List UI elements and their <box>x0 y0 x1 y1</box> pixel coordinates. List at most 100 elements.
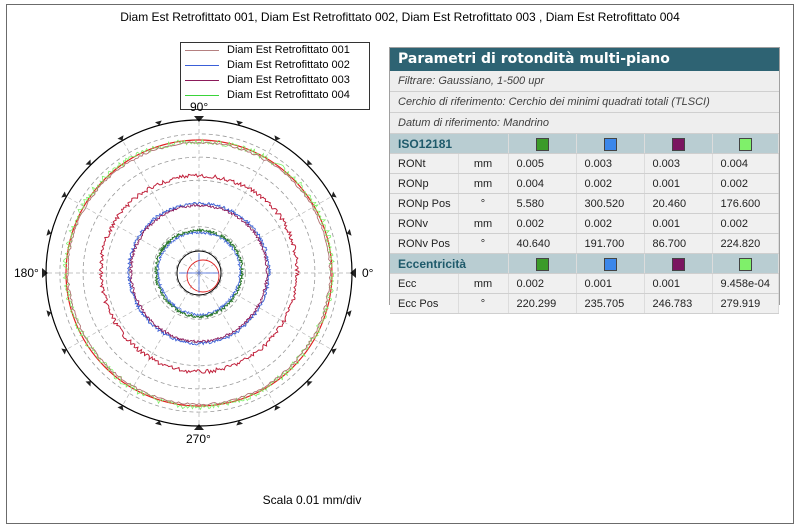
color-swatch-icon <box>738 137 752 151</box>
parameter-name: Ecc Pos <box>390 293 459 314</box>
legend-line-003 <box>185 80 219 81</box>
legend-label: Diam Est Retrofittato 001 <box>227 44 350 56</box>
section-iso12181: ISO12181 <box>390 134 779 154</box>
legend-item: Diam Est Retrofittato 001 <box>181 43 369 58</box>
angle-tick-marker <box>154 420 162 426</box>
parameter-value: 0.005 <box>508 153 577 174</box>
parameter-value: 5.580 <box>508 193 577 214</box>
color-swatch-icon <box>738 257 752 271</box>
series-swatch-cell <box>712 253 779 274</box>
parameters-table: ISO12181 RONt mm 0.005 0.003 0.003 0.004 RONp mm… <box>390 134 779 314</box>
grid-ring <box>152 226 246 320</box>
parameter-value: 0.002 <box>576 173 645 194</box>
section-eccentricity: Eccentricità <box>390 253 779 274</box>
trace-003 <box>129 203 269 344</box>
angle-tick-marker <box>236 120 244 126</box>
angle-tick-marker <box>331 191 337 198</box>
grid-ring <box>59 133 339 413</box>
series-swatch-cell <box>508 253 577 274</box>
roundness-parameters-panel: Parametri di rotondità multi-piano Filtr… <box>389 47 780 314</box>
parameter-value: 0.004 <box>712 153 779 174</box>
grid-spoke <box>198 140 276 274</box>
table-row: Ecc mm 0.002 0.001 0.001 9.458e-04 <box>390 273 779 294</box>
angle-tick-marker <box>274 405 281 411</box>
parameter-value: 235.705 <box>576 293 645 314</box>
section-title: ISO12181 <box>390 134 509 154</box>
parameter-value: 0.002 <box>508 273 577 294</box>
angle-tick-marker <box>274 135 281 141</box>
parameter-unit: mm <box>458 153 509 174</box>
series-swatch-cell <box>712 134 779 154</box>
angle-tick-marker <box>346 228 352 236</box>
series-swatch-cell <box>644 253 713 274</box>
grid-spoke <box>122 140 200 274</box>
parameter-unit: ° <box>458 293 509 314</box>
color-swatch-icon <box>671 257 685 271</box>
angle-tick-marker <box>331 348 337 355</box>
trace-001-inner <box>98 173 300 375</box>
legend-label: Diam Est Retrofittato 004 <box>227 89 350 101</box>
angle-tick-marker <box>61 348 67 355</box>
parameter-value: 0.001 <box>644 213 713 234</box>
parameter-name: RONv <box>390 213 459 234</box>
table-row: Ecc Pos ° 220.299 235.705 246.783 279.919 <box>390 293 779 314</box>
color-swatch-icon <box>603 257 617 271</box>
parameter-value: 224.820 <box>712 233 779 254</box>
parameter-value: 0.004 <box>508 173 577 194</box>
legend-line-001 <box>185 50 219 51</box>
color-swatch-icon <box>603 137 617 151</box>
color-swatch-icon <box>535 257 549 271</box>
parameter-value: 176.600 <box>712 193 779 214</box>
reference-circle-info: Cerchio di riferimento: Cerchio dei mini… <box>390 92 779 113</box>
parameter-value: 0.001 <box>576 273 645 294</box>
grid-spoke <box>66 196 200 274</box>
angle-tick-marker <box>346 310 352 318</box>
table-row: RONv mm 0.002 0.002 0.001 0.002 <box>390 213 779 234</box>
angle-tick-marker <box>350 268 356 278</box>
parameter-value: 0.002 <box>508 213 577 234</box>
parameter-unit: mm <box>458 173 509 194</box>
datum-info: Datum di riferimento: Mandrino <box>390 113 779 134</box>
angle-tick-marker <box>194 424 204 430</box>
legend-line-004 <box>185 95 219 96</box>
parameter-value: 0.002 <box>712 213 779 234</box>
angle-tick-marker <box>42 268 48 278</box>
trace-002-inner <box>156 230 242 317</box>
parameter-unit: ° <box>458 233 509 254</box>
series-swatch-cell <box>508 134 577 154</box>
grid-spoke <box>66 272 200 350</box>
parameter-value: 300.520 <box>576 193 645 214</box>
parameter-name: RONt <box>390 153 459 174</box>
series-swatch-cell <box>576 134 645 154</box>
parameter-value: 246.783 <box>644 293 713 314</box>
parameter-value: 0.001 <box>644 173 713 194</box>
legend-item: Diam Est Retrofittato 003 <box>181 73 369 88</box>
angle-tick-marker <box>85 381 91 387</box>
parameter-name: RONv Pos <box>390 233 459 254</box>
legend-line-002 <box>185 65 219 66</box>
parameter-value: 279.919 <box>712 293 779 314</box>
parameter-name: RONp Pos <box>390 193 459 214</box>
parameter-value: 40.640 <box>508 233 577 254</box>
parameter-value: 0.001 <box>644 273 713 294</box>
table-row: RONp mm 0.004 0.002 0.001 0.002 <box>390 173 779 194</box>
angle-label-180: 180° <box>14 266 39 280</box>
table-row: RONv Pos ° 40.640 191.700 86.700 224.820 <box>390 233 779 254</box>
center-circle <box>176 250 222 296</box>
grid-spoke <box>122 272 200 406</box>
legend-label: Diam Est Retrofittato 003 <box>227 74 350 86</box>
outer-circle <box>45 119 353 427</box>
color-swatch-icon <box>671 137 685 151</box>
grid-spoke <box>198 272 332 350</box>
legend-item: Diam Est Retrofittato 004 <box>181 88 369 103</box>
parameter-value: 0.003 <box>576 153 645 174</box>
angle-label-90: 90° <box>190 100 209 114</box>
series-swatch-cell <box>644 134 713 154</box>
grid-ring <box>129 203 269 343</box>
parameter-value: 191.700 <box>576 233 645 254</box>
color-swatch-icon <box>535 137 549 151</box>
angle-tick-marker <box>61 191 67 198</box>
table-row: RONp Pos ° 5.580 300.520 20.460 176.600 <box>390 193 779 214</box>
angle-tick-marker <box>154 120 162 126</box>
